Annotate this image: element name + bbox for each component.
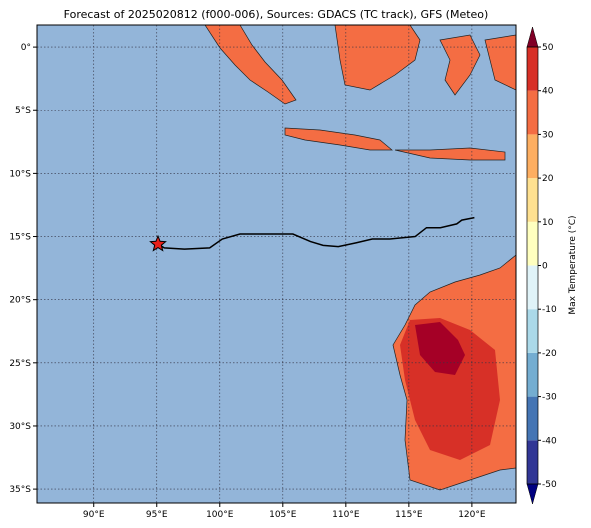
colorbar-segment [527, 396, 538, 441]
track-layer [149, 216, 475, 252]
colorbar-tick-label: 10 [542, 218, 554, 228]
colorbar-tick-label: 30 [542, 130, 554, 140]
colorbar-segment [527, 309, 538, 353]
colorbar-segment [527, 221, 538, 266]
colorbar-segment [527, 90, 538, 135]
y-tick-label: 30°S [9, 422, 31, 432]
colorbar-segment [527, 440, 538, 484]
colorbar-tick-label: -40 [542, 436, 557, 446]
colorbar-tick-label: -50 [542, 480, 557, 490]
grid [37, 25, 516, 503]
sumatra [204, 25, 297, 105]
y-tick-label: 10°S [9, 169, 31, 179]
map-frame [36, 24, 517, 504]
colorbar-tick-label: -10 [542, 305, 557, 315]
colorbar-tick-label: 20 [542, 174, 554, 184]
colorbar-segment [527, 352, 538, 397]
map-title: Forecast of 2025020812 (f000-006), Sourc… [64, 8, 489, 21]
colorbar-tick-label: 50 [542, 43, 554, 53]
colorbar-over [526, 26, 539, 48]
x-tick-label: 115°E [395, 510, 423, 520]
y-tick-label: 35°S [9, 485, 31, 495]
colorbar-tick-label: -30 [542, 393, 557, 403]
y-tick-label: 20°S [9, 296, 31, 306]
x-tick-label: 95°E [146, 510, 168, 520]
y-tick-label: 15°S [9, 233, 31, 243]
x-tick-label: 105°E [269, 510, 297, 520]
storm-position [149, 234, 167, 252]
australia-hottest [415, 322, 465, 375]
colorbar-under [526, 483, 539, 505]
colorbar-segment [527, 178, 538, 222]
colorbar-segment [527, 134, 538, 179]
x-tick-label: 110°E [332, 510, 360, 520]
colorbar-tick-label: 40 [542, 87, 554, 97]
java [284, 127, 393, 151]
y-tick-label: 5°S [15, 106, 31, 116]
y-tick-label: 0° [21, 43, 31, 53]
x-tick-label: 100°E [206, 510, 234, 520]
x-tick-label: 90°E [83, 510, 105, 520]
colorbar-segment [527, 265, 538, 310]
colorbar-tick-label: -20 [542, 349, 557, 359]
islands [394, 147, 506, 161]
sulawesi [439, 34, 481, 96]
colorbar-label: Max Temperature (°C) [568, 215, 578, 314]
y-tick-label: 25°S [9, 359, 31, 369]
moluccas [484, 34, 516, 91]
track-line [157, 216, 475, 250]
colorbar: 50 40 30 20 10 0 -10 -20 -30 -40 -50 [526, 26, 557, 505]
colorbar-tick-label: 0 [542, 262, 548, 272]
colorbar-segment [527, 47, 538, 91]
land [204, 25, 516, 491]
borneo [334, 25, 421, 91]
x-tick-label: 120°E [458, 510, 486, 520]
